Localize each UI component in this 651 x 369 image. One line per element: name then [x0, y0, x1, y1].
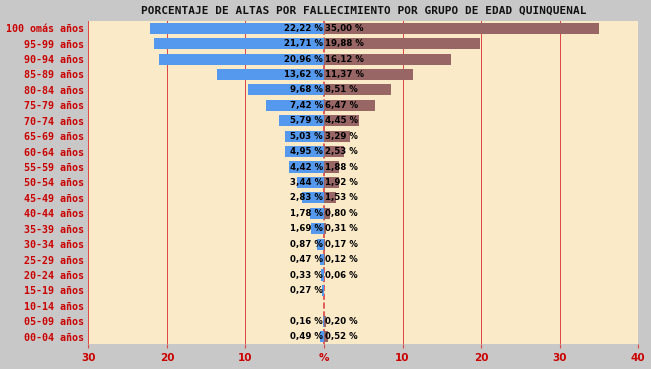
Text: 35,00 %: 35,00 % — [325, 24, 363, 33]
Text: 0,87 %: 0,87 % — [290, 239, 323, 249]
Bar — [324, 54, 450, 65]
Bar — [297, 177, 324, 188]
Bar — [310, 208, 324, 219]
Bar — [279, 115, 324, 126]
Bar — [320, 254, 324, 265]
Text: 8,51 %: 8,51 % — [325, 85, 357, 94]
Text: 3,29 %: 3,29 % — [325, 132, 358, 141]
Bar — [150, 23, 324, 34]
Text: 0,49 %: 0,49 % — [290, 332, 323, 341]
Text: 22,22 %: 22,22 % — [284, 24, 323, 33]
Text: 7,42 %: 7,42 % — [290, 101, 323, 110]
Bar — [324, 69, 413, 80]
Bar — [324, 254, 325, 265]
Bar — [323, 316, 324, 327]
Bar — [289, 162, 324, 173]
Text: 11,37 %: 11,37 % — [325, 70, 364, 79]
Bar — [266, 100, 324, 111]
Bar — [324, 192, 336, 203]
Text: 5,79 %: 5,79 % — [290, 116, 323, 125]
Text: 2,53 %: 2,53 % — [325, 147, 357, 156]
Text: 13,62 %: 13,62 % — [284, 70, 323, 79]
Bar — [159, 54, 324, 65]
Text: 6,47 %: 6,47 % — [325, 101, 358, 110]
Text: 20,96 %: 20,96 % — [284, 55, 323, 63]
Text: 1,92 %: 1,92 % — [325, 178, 358, 187]
Bar — [248, 85, 324, 96]
Text: 1,69 %: 1,69 % — [290, 224, 323, 233]
Text: 2,83 %: 2,83 % — [290, 193, 323, 202]
Text: 1,88 %: 1,88 % — [325, 162, 358, 172]
Text: 4,42 %: 4,42 % — [290, 162, 323, 172]
Text: 1,53 %: 1,53 % — [325, 193, 357, 202]
Bar — [324, 115, 359, 126]
Bar — [322, 269, 324, 280]
Text: 0,20 %: 0,20 % — [325, 317, 357, 326]
Bar — [324, 38, 480, 49]
Text: 0,16 %: 0,16 % — [290, 317, 323, 326]
Text: 0,31 %: 0,31 % — [325, 224, 357, 233]
Bar — [324, 162, 339, 173]
Bar — [285, 146, 324, 157]
Text: 0,80 %: 0,80 % — [325, 209, 357, 218]
Text: 5,03 %: 5,03 % — [290, 132, 323, 141]
Text: 21,71 %: 21,71 % — [284, 39, 323, 48]
Text: 16,12 %: 16,12 % — [325, 55, 364, 63]
Bar — [322, 285, 324, 296]
Text: 0,12 %: 0,12 % — [325, 255, 357, 264]
Bar — [324, 316, 326, 327]
Bar — [154, 38, 324, 49]
Bar — [324, 331, 328, 342]
Text: 19,88 %: 19,88 % — [325, 39, 364, 48]
Bar — [324, 208, 330, 219]
Text: 0,27 %: 0,27 % — [290, 286, 323, 295]
Text: 4,95 %: 4,95 % — [290, 147, 323, 156]
Text: 9,68 %: 9,68 % — [290, 85, 323, 94]
Bar — [324, 146, 344, 157]
Bar — [317, 239, 324, 250]
Text: 0,06 %: 0,06 % — [325, 270, 357, 279]
Bar — [324, 23, 599, 34]
Bar — [324, 85, 391, 96]
Text: 0,47 %: 0,47 % — [290, 255, 323, 264]
Bar — [324, 131, 350, 142]
Text: 3,44 %: 3,44 % — [290, 178, 323, 187]
Bar — [284, 131, 324, 142]
Text: 4,45 %: 4,45 % — [325, 116, 358, 125]
Bar — [324, 239, 326, 250]
Text: 0,17 %: 0,17 % — [325, 239, 358, 249]
Text: 0,33 %: 0,33 % — [290, 270, 323, 279]
Bar — [217, 69, 324, 80]
Bar — [311, 223, 324, 234]
Text: 1,78 %: 1,78 % — [290, 209, 323, 218]
Bar — [320, 331, 324, 342]
Bar — [324, 177, 339, 188]
Bar — [324, 100, 375, 111]
Bar — [302, 192, 324, 203]
Bar — [324, 223, 326, 234]
Title: PORCENTAJE DE ALTAS POR FALLECIMIENTO POR GRUPO DE EDAD QUINQUENAL: PORCENTAJE DE ALTAS POR FALLECIMIENTO PO… — [141, 6, 586, 15]
Text: 0,52 %: 0,52 % — [325, 332, 357, 341]
